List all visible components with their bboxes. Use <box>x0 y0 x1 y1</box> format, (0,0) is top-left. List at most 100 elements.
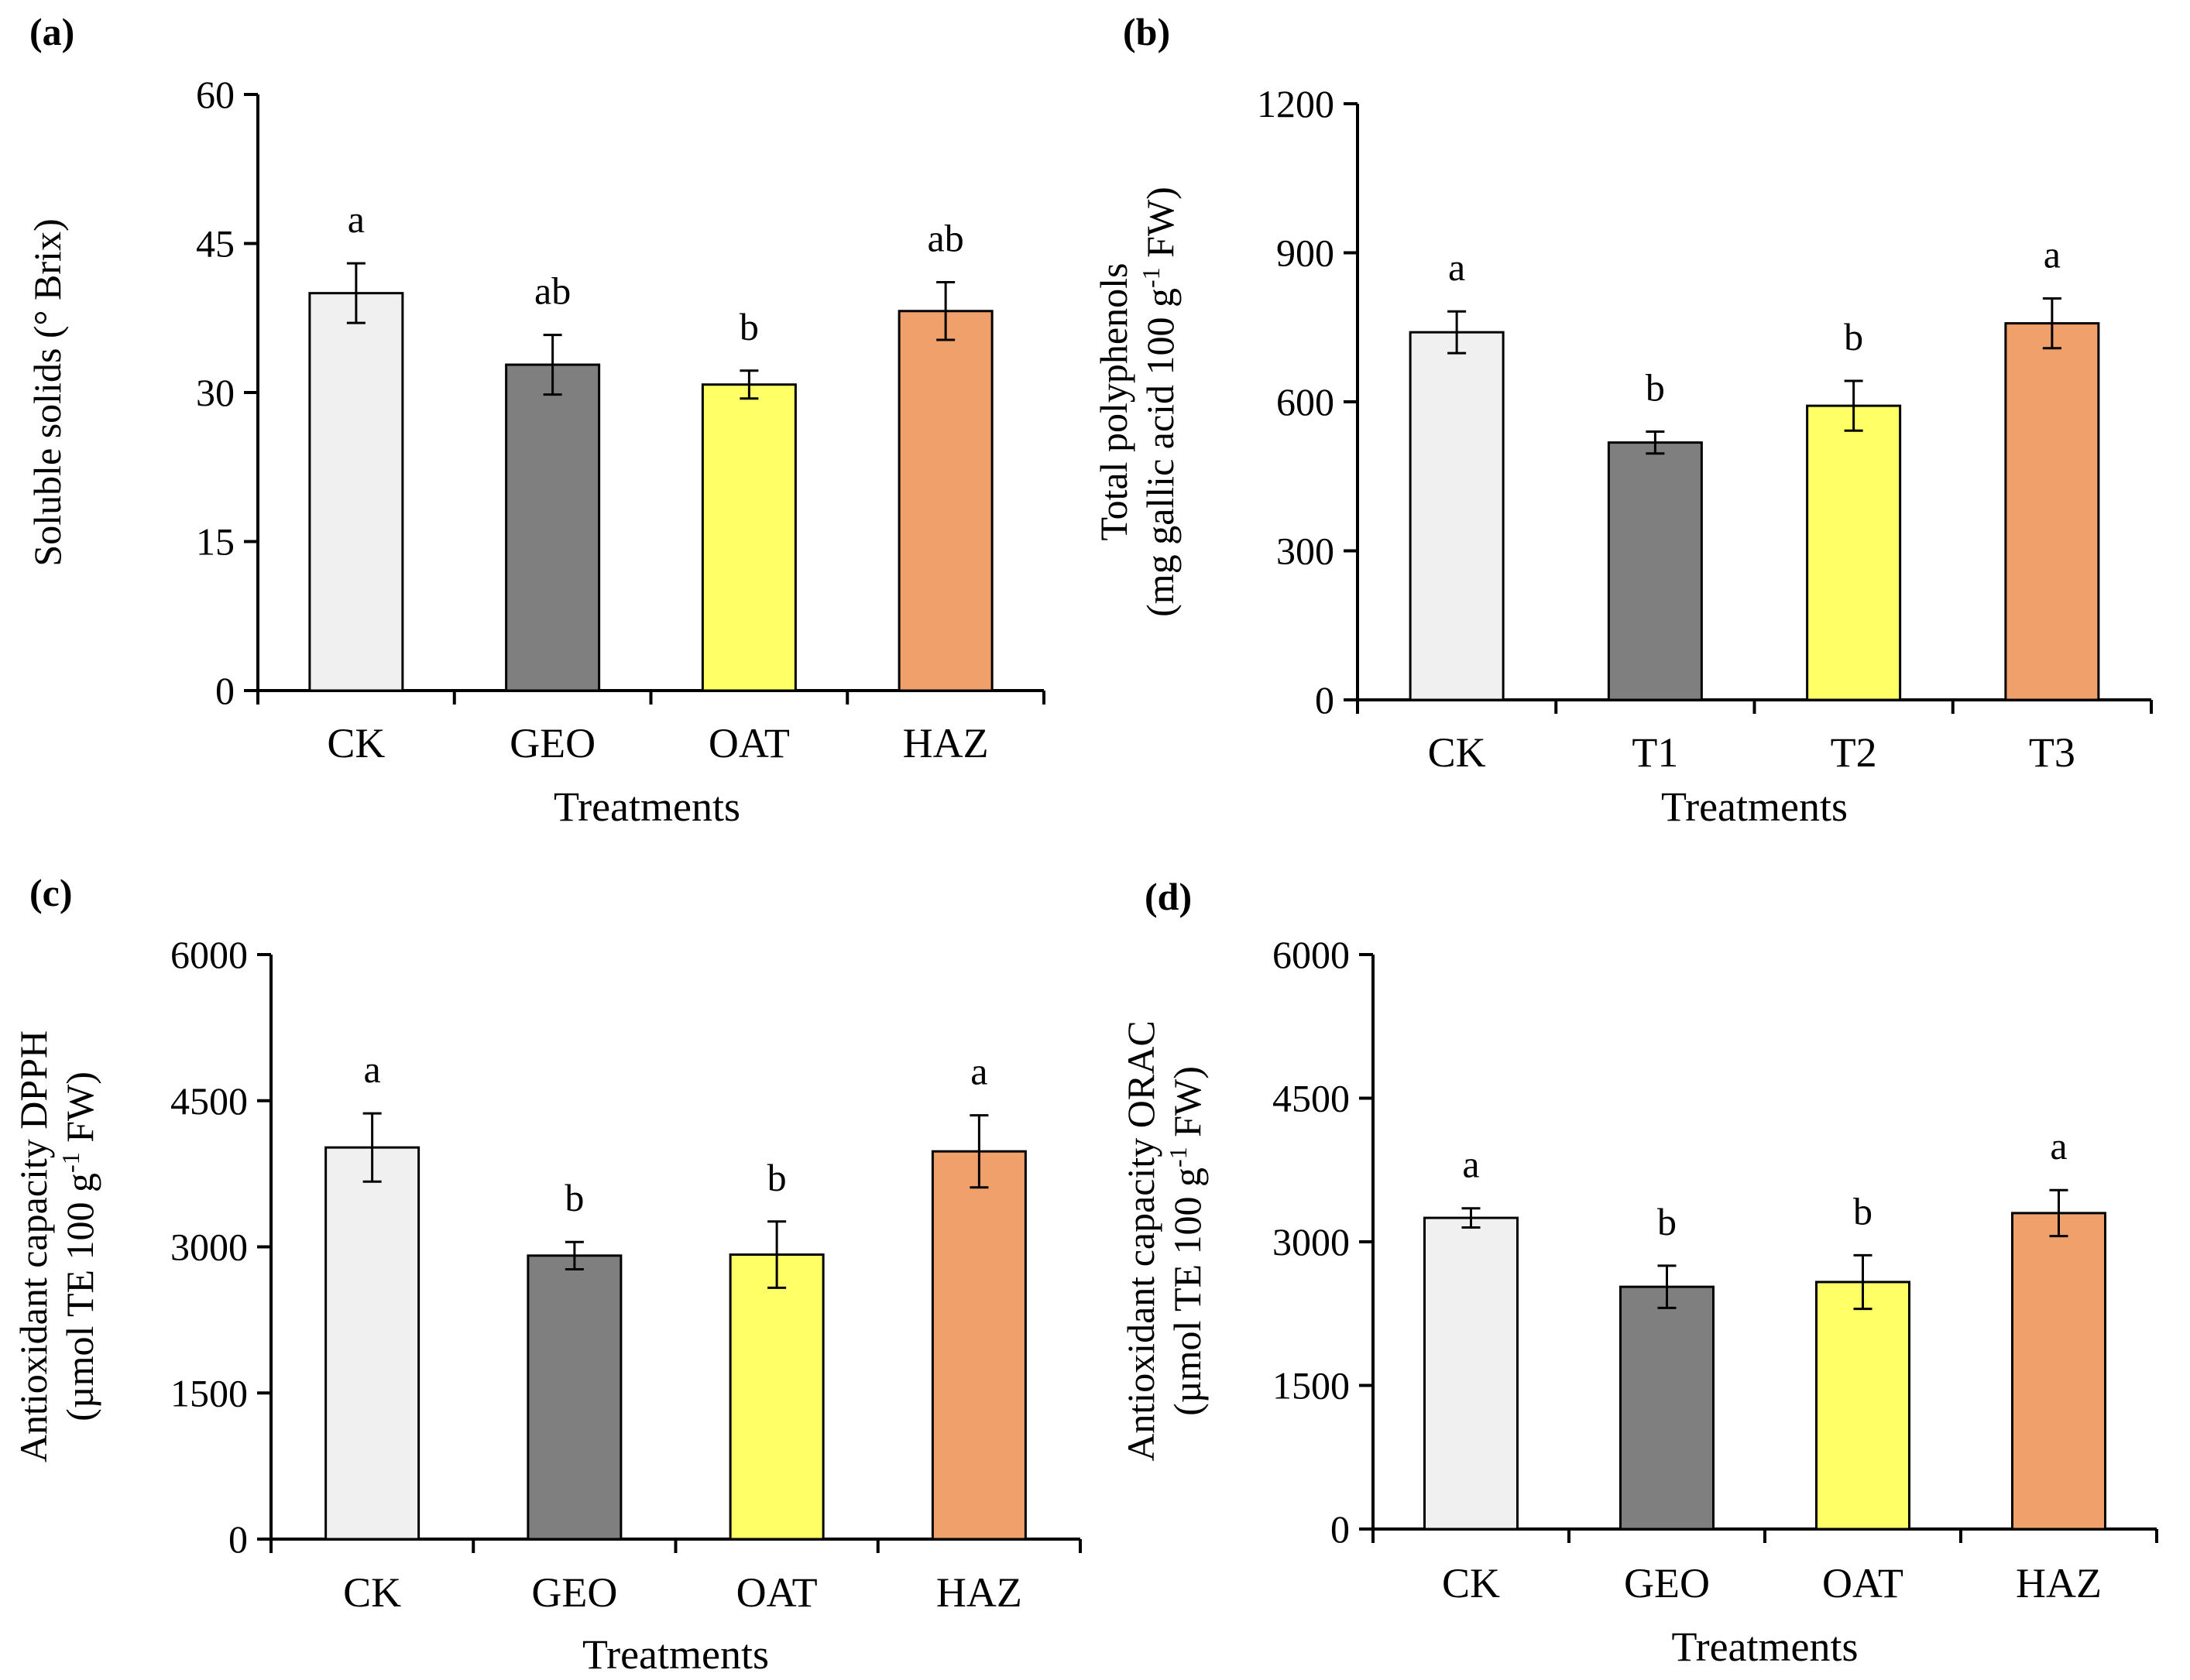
bar-geo <box>505 363 601 692</box>
category-label: OAT <box>709 720 790 766</box>
y-axis-title-superscript: -1 <box>57 1152 84 1173</box>
significance-letter: a <box>348 197 365 241</box>
significance-letter: b <box>565 1176 584 1219</box>
panel-label: (c) <box>29 871 73 914</box>
bar-haz <box>931 1150 1027 1541</box>
category-label: GEO <box>1624 1560 1710 1606</box>
bar-t3 <box>2004 322 2100 701</box>
significance-letter: b <box>1646 366 1665 410</box>
category-label: CK <box>327 720 385 766</box>
bar-geo <box>1619 1285 1715 1531</box>
y-tick-label: 3000 <box>1272 1220 1350 1263</box>
significance-letter: b <box>1853 1189 1872 1233</box>
category-label: HAZ <box>936 1569 1022 1616</box>
x-axis-title: Treatments <box>1661 783 1848 830</box>
panel-d: (d) 0 1500 3000 4500 6000 a CK b GEO b OAT a HAZ Treat… <box>1119 875 2158 1670</box>
y-tick-label: 0 <box>215 669 235 712</box>
significance-letter: b <box>740 305 759 348</box>
y-axis-title-line: (µmol TE 100 g-1 FW) <box>57 1071 101 1421</box>
y-axis-title: Antioxidant capacity DPPH (µmol TE 100 g-… <box>12 1030 101 1462</box>
y-tick-label: 1200 <box>1257 82 1334 125</box>
panel-label: (b) <box>1123 10 1170 53</box>
y-tick-label: 15 <box>196 520 235 564</box>
bar-ck <box>324 1146 420 1541</box>
category-label: GEO <box>510 720 596 766</box>
bar-ck <box>308 292 404 692</box>
y-tick-label: 30 <box>196 371 235 414</box>
y-axis-title-part: (µmol TE 100 g <box>1165 1167 1209 1416</box>
category-label: OAT <box>1822 1560 1903 1606</box>
category-label: CK <box>343 1569 401 1616</box>
y-tick-label: 0 <box>228 1517 248 1561</box>
y-axis-title-line: Soluble solids (° Brix) <box>26 218 69 566</box>
category-label: CK <box>1442 1560 1500 1606</box>
y-tick-label: 60 <box>196 73 235 116</box>
y-tick-label: 3000 <box>170 1226 248 1269</box>
bar-oat <box>701 383 797 692</box>
y-axis-title-part: (µmol TE 100 g <box>58 1173 101 1421</box>
panel-label: (a) <box>29 10 74 53</box>
x-axis-title: Treatments <box>554 783 740 830</box>
bar-haz <box>2011 1212 2106 1531</box>
significance-letter: a <box>2050 1124 2067 1167</box>
y-axis-title-line: Total polyphenols <box>1092 263 1135 541</box>
panel-c: (c) 0 1500 3000 4500 6000 a CK b GEO b OAT a HAZ Treat… <box>12 871 1082 1678</box>
y-tick-label: 600 <box>1276 380 1334 423</box>
category-label: OAT <box>736 1569 818 1616</box>
x-axis-title: Treatments <box>1672 1623 1859 1670</box>
category-label: HAZ <box>2016 1560 2102 1606</box>
category-label: T2 <box>1831 729 1877 776</box>
panel-label: (d) <box>1145 875 1192 918</box>
bar-oat <box>1815 1281 1910 1531</box>
y-axis-title-line: (µmol TE 100 g-1 FW) <box>1164 1066 1209 1416</box>
y-tick-label: 6000 <box>170 933 248 976</box>
x-axis-title: Treatments <box>582 1631 769 1678</box>
y-axis-title-superscript: -1 <box>1164 1147 1192 1167</box>
y-axis-title-line: (mg gallic acid 100 g-1 FW) <box>1137 187 1182 617</box>
significance-letter: b <box>1844 315 1863 358</box>
panel-b: (b) 0 300 600 900 1200 a CK b T1 b T2 a T3 Treatments T… <box>1092 10 2153 830</box>
y-axis-title: Antioxidant capacity ORAC (µmol TE 100 g-… <box>1119 1020 1209 1461</box>
bar-ck <box>1423 1216 1519 1531</box>
y-axis-title-part: FW) <box>1138 187 1182 267</box>
y-axis-title-part: FW) <box>1165 1066 1209 1147</box>
category-label: GEO <box>531 1569 617 1616</box>
category-label: T3 <box>2029 729 2075 776</box>
y-tick-label: 1500 <box>1272 1364 1350 1407</box>
bar-haz <box>898 310 994 692</box>
y-axis-title-part: (mg gallic acid 100 g <box>1138 288 1182 617</box>
y-tick-label: 300 <box>1276 530 1334 573</box>
y-tick-label: 0 <box>1315 678 1334 722</box>
category-label: CK <box>1428 729 1486 776</box>
significance-letter: a <box>364 1047 381 1091</box>
y-axis-title-line: Antioxidant capacity ORAC <box>1119 1020 1162 1461</box>
y-tick-label: 4500 <box>170 1079 248 1123</box>
significance-letter: a <box>970 1050 987 1093</box>
bar-oat <box>729 1253 825 1541</box>
y-tick-label: 6000 <box>1272 933 1350 976</box>
significance-letter: a <box>1462 1143 1479 1186</box>
y-axis-title-line: Antioxidant capacity DPPH <box>12 1030 55 1462</box>
category-label: HAZ <box>903 720 989 766</box>
y-tick-label: 45 <box>196 222 235 266</box>
panel-a: (a) 0 15 30 45 60 a CK ab GEO b OAT ab HAZ Treatments S… <box>26 10 1045 830</box>
y-tick-label: 0 <box>1330 1507 1350 1551</box>
category-label: T1 <box>1632 729 1678 776</box>
y-axis-title: Soluble solids (° Brix) <box>26 218 69 566</box>
significance-letter: ab <box>928 217 964 260</box>
bar-t2 <box>1806 404 1902 701</box>
y-axis-title-part: FW) <box>58 1071 101 1152</box>
bar-geo <box>527 1254 623 1541</box>
y-tick-label: 1500 <box>170 1371 248 1414</box>
y-tick-label: 4500 <box>1272 1077 1350 1120</box>
significance-letter: b <box>1657 1200 1677 1243</box>
y-axis-title: Total polyphenols (mg gallic acid 100 g-1… <box>1092 187 1182 617</box>
significance-letter: a <box>2044 233 2061 276</box>
bar-ck <box>1409 331 1505 701</box>
y-tick-label: 900 <box>1276 231 1334 275</box>
bar-t1 <box>1607 441 1703 701</box>
significance-letter: ab <box>534 269 571 313</box>
y-axis-title-superscript: -1 <box>1137 267 1165 288</box>
significance-letter: a <box>1448 245 1465 289</box>
